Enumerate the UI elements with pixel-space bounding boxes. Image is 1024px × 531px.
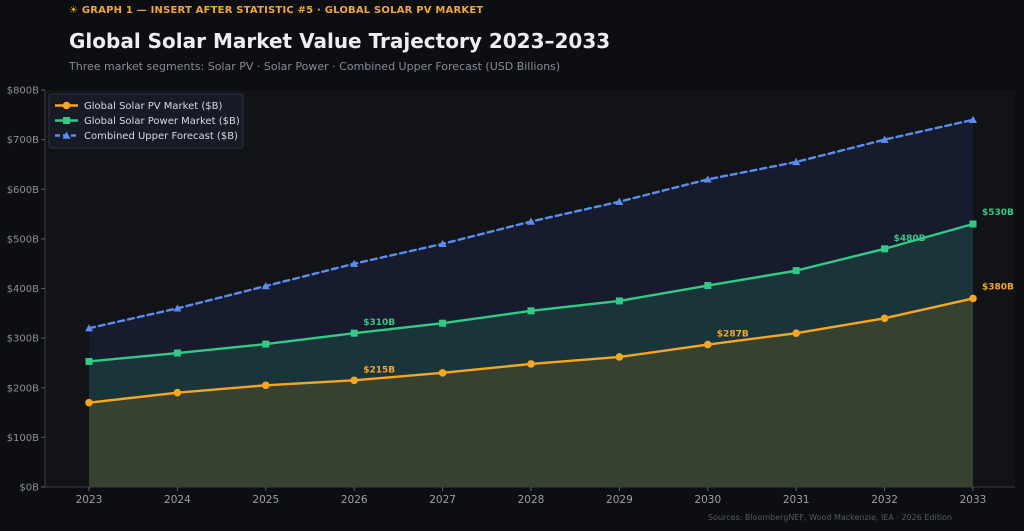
data-point-power [969,220,977,228]
data-point-forecast [85,324,93,332]
data-point-power [704,282,712,290]
y-tick-label: $400B [7,284,39,295]
area-fill-pv [89,298,973,487]
x-tick-label: 2023 [76,494,103,506]
data-label-pv: $287B [717,330,749,340]
data-point-forecast [261,282,270,290]
x-tick-label: 2027 [429,494,456,506]
data-point-pv [880,314,889,323]
legend-marker-power [63,117,70,124]
data-point-forecast [969,115,977,123]
data-point-pv [969,294,977,303]
x-tick-label: 2032 [871,494,898,506]
chart-eyebrow: ☀ GRAPH 1 — INSERT AFTER STATISTIC #5 · … [69,5,484,16]
data-point-power [439,319,447,327]
y-tick-label: $300B [7,334,39,345]
x-tick-label: 2025 [252,494,279,506]
y-tick-label: $100B [7,433,39,444]
chart-subtitle: Three market segments: Solar PV · Solar … [69,60,561,73]
legend: Global Solar PV Market ($B) Global Solar … [48,93,244,149]
data-point-power [173,349,181,357]
data-point-pv [615,353,624,361]
x-tick-label: 2030 [694,494,721,506]
y-tick-label: $500B [7,234,39,245]
data-point-power [85,357,93,365]
data-point-power [615,297,623,305]
legend-marker-pv [62,101,71,110]
data-point-forecast [880,135,889,143]
x-tick-label: 2026 [341,494,368,506]
data-point-power [527,307,535,315]
data-point-pv [350,376,359,385]
data-point-forecast [350,259,359,267]
legend-box [48,93,244,149]
y-tick-label: $0B [19,483,39,494]
source-note: Sources: BloombergNEF, Wood Mackenzie, I… [708,513,953,522]
legend-label-power: Global Solar Power Market ($B) [84,116,240,127]
y-tick-label: $700B [7,135,39,146]
data-point-pv [173,388,182,397]
data-label-pv: $380B [982,282,1014,292]
data-point-forecast [792,157,801,166]
data-point-forecast [173,304,182,312]
data-point-pv [527,360,535,368]
data-point-forecast [703,175,712,183]
data-point-pv [85,398,93,407]
x-tick-label: 2031 [783,494,810,506]
data-label-power: $480B [894,234,926,244]
data-point-pv [704,340,712,349]
data-point-pv [438,369,447,377]
y-tick-label: $600B [7,185,39,196]
chart-title: Global Solar Market Value Trajectory 202… [69,29,611,53]
data-point-pv [792,329,800,337]
data-point-power [881,245,889,253]
data-point-pv [262,381,270,390]
x-tick-label: 2028 [518,494,545,506]
x-tick-label: 2033 [960,494,987,506]
legend-label-pv: Global Solar PV Market ($B) [84,101,222,112]
legend-marker-forecast [62,131,71,139]
y-tick-label: $800B [7,86,39,97]
x-tick-label: 2029 [606,494,633,506]
data-point-forecast [615,197,624,205]
x-tick-label: 2024 [164,494,191,506]
y-tick-label: $200B [7,383,39,394]
data-point-power [350,329,358,337]
data-label-power: $530B [982,208,1014,218]
data-label-power: $310B [363,318,395,328]
data-point-forecast [527,217,535,225]
data-point-power [792,267,800,275]
data-point-forecast [438,239,447,248]
legend-label-forecast: Combined Upper Forecast ($B) [84,131,238,142]
data-point-power [262,340,270,348]
data-label-pv: $215B [363,365,395,375]
